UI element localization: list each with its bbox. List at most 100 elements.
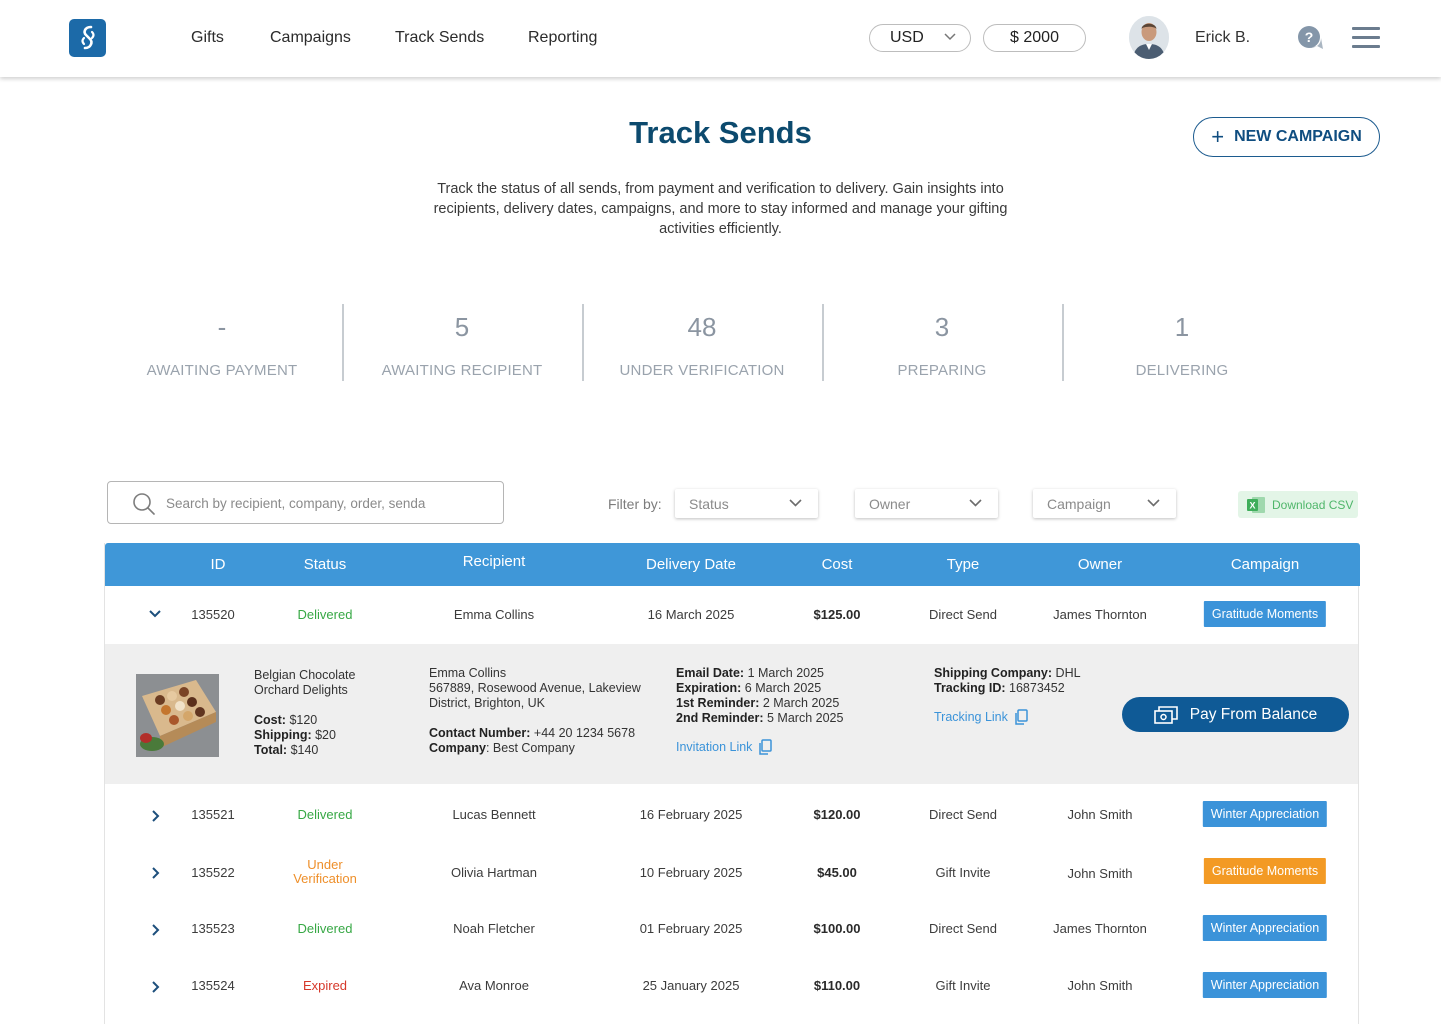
row-campaign-badge[interactable]: Gratitude Moments	[1203, 601, 1327, 627]
row-status: Delivered	[297, 607, 353, 622]
user-name: Erick B.	[1195, 29, 1251, 46]
chevron-right-icon[interactable]	[152, 810, 160, 822]
stat-value: -	[217, 312, 227, 342]
row-type: Direct Send	[929, 607, 997, 622]
row-campaign-badge[interactable]: Gratitude Moments	[1203, 858, 1327, 884]
balance-pill[interactable]: $ 2000	[983, 24, 1086, 52]
row-recipient: Emma Collins	[453, 607, 535, 622]
chevron-down-icon	[969, 499, 982, 507]
copy-icon[interactable]	[758, 739, 773, 755]
recipient-address-line1: 567889, Rosewood Avenue, Lakeview	[429, 681, 641, 695]
stat-label: UNDER VERIFICATION	[619, 362, 785, 379]
top-header: Gifts Campaigns Track Sends Reporting US…	[0, 0, 1441, 77]
column-header-campaign[interactable]: Campaign	[1230, 556, 1300, 573]
product-name-line2: Orchard Delights	[254, 683, 348, 697]
help-chat-icon[interactable]: ?	[1297, 26, 1325, 52]
stat-delivering[interactable]: 1 DELIVERING	[1062, 304, 1302, 381]
row-detail-panel: Belgian Chocolate Orchard Delights Cost:…	[105, 644, 1358, 784]
row-id: 135520	[191, 607, 235, 622]
svg-text:?: ?	[1305, 29, 1314, 45]
avatar[interactable]	[1129, 16, 1169, 59]
nav-gifts[interactable]: Gifts	[191, 29, 224, 46]
copy-icon[interactable]	[1014, 709, 1028, 725]
stat-awaiting-recipient[interactable]: 5 AWAITING RECIPIENT	[342, 304, 582, 381]
row-campaign-badge[interactable]: Winter Appreciation	[1202, 915, 1328, 941]
row-recipient: Noah Fletcher	[453, 921, 535, 936]
sends-table: ID Status Recipient Delivery Date Cost T…	[104, 543, 1360, 1024]
column-header-status[interactable]: Status	[303, 556, 347, 573]
shipping-details: Shipping Company: DHL Tracking ID: 16873…	[934, 666, 1081, 725]
product-image	[136, 674, 219, 757]
stat-preparing[interactable]: 3 PREPARING	[822, 304, 1062, 381]
stat-value: 1	[1174, 312, 1190, 342]
download-csv-label: Download CSV	[1272, 497, 1354, 512]
email-date: Email Date: 1 March 2025	[676, 666, 825, 680]
search-input[interactable]: Search by recipient, company, order, sen…	[107, 481, 504, 524]
campaign-filter-value: Campaign	[1047, 495, 1111, 512]
stat-label: AWAITING PAYMENT	[146, 362, 298, 379]
expiration-date: Expiration: 6 March 2025	[676, 681, 822, 695]
column-header-type[interactable]: Type	[946, 556, 980, 573]
chevron-down-icon	[789, 499, 802, 507]
hamburger-menu-icon[interactable]	[1352, 27, 1380, 49]
stat-value: 3	[934, 312, 950, 342]
column-header-owner[interactable]: Owner	[1077, 556, 1123, 573]
column-header-recipient[interactable]: Recipient	[462, 553, 526, 570]
row-id: 135522	[191, 865, 235, 880]
plus-icon: +	[1211, 124, 1225, 149]
stat-label: DELIVERING	[1135, 362, 1229, 379]
product-total: Total: $140	[254, 743, 319, 757]
row-status: Under Verification	[293, 858, 357, 886]
row-status-line2: Verification	[293, 871, 357, 886]
row-cost: $45.00	[817, 865, 857, 880]
column-header-delivery-date[interactable]: Delivery Date	[645, 556, 737, 573]
recipient-name: Emma Collins	[429, 666, 507, 680]
row-owner: James Thornton	[1053, 607, 1147, 622]
chevron-right-icon[interactable]	[152, 924, 160, 936]
status-filter-value: Status	[689, 495, 729, 512]
currency-select[interactable]: USD	[869, 24, 971, 52]
column-header-id[interactable]: ID	[210, 556, 226, 573]
row-cost: $120.00	[813, 807, 861, 822]
chevron-down-icon[interactable]	[149, 610, 161, 618]
stat-divider	[822, 304, 824, 381]
row-cost: $110.00	[813, 978, 861, 993]
chocolate-box-icon	[136, 674, 219, 757]
search-icon	[133, 493, 155, 515]
stat-value: 5	[454, 312, 470, 342]
stat-under-verification[interactable]: 48 UNDER VERIFICATION	[582, 304, 822, 381]
download-csv-button[interactable]: X Download CSV	[1238, 491, 1358, 518]
row-delivery-date: 16 February 2025	[639, 807, 743, 822]
product-summary: Belgian Chocolate Orchard Delights Cost:…	[254, 668, 355, 758]
pay-from-balance-button[interactable]: Pay From Balance	[1122, 697, 1349, 732]
balance-value: $ 2000	[1010, 29, 1059, 46]
app-logo[interactable]	[69, 19, 106, 57]
row-recipient: Ava Monroe	[459, 978, 529, 993]
new-campaign-button[interactable]: + NEW CAMPAIGN	[1193, 117, 1380, 157]
pay-from-balance-label: Pay From Balance	[1189, 705, 1318, 723]
recipient-details: Emma Collins 567889, Rosewood Avenue, La…	[429, 666, 641, 756]
row-delivery-date: 25 January 2025	[642, 978, 740, 993]
logo-icon	[80, 25, 95, 50]
invitation-link[interactable]: Invitation Link	[676, 739, 773, 755]
campaign-filter-select[interactable]: Campaign	[1033, 489, 1176, 518]
chevron-right-icon[interactable]	[152, 981, 160, 993]
tracking-link[interactable]: Tracking Link	[934, 709, 1028, 725]
column-header-cost[interactable]: Cost	[821, 556, 853, 573]
chevron-right-icon[interactable]	[152, 867, 160, 879]
row-status-line1: Under	[307, 857, 343, 872]
stat-label: AWAITING RECIPIENT	[381, 362, 543, 379]
owner-filter-select[interactable]: Owner	[855, 489, 998, 518]
row-campaign-badge[interactable]: Winter Appreciation	[1202, 801, 1328, 827]
row-owner: John Smith	[1067, 866, 1133, 881]
row-status: Delivered	[297, 807, 353, 822]
stat-divider	[342, 304, 344, 381]
status-filter-select[interactable]: Status	[675, 489, 818, 518]
row-campaign-badge[interactable]: Winter Appreciation	[1202, 972, 1328, 998]
page-title: Track Sends	[629, 115, 812, 150]
row-delivery-date: 16 March 2025	[647, 607, 735, 622]
nav-campaigns[interactable]: Campaigns	[270, 29, 351, 46]
stat-awaiting-payment[interactable]: - AWAITING PAYMENT	[102, 304, 342, 381]
nav-track-sends[interactable]: Track Sends	[395, 29, 485, 46]
nav-reporting[interactable]: Reporting	[528, 29, 598, 46]
